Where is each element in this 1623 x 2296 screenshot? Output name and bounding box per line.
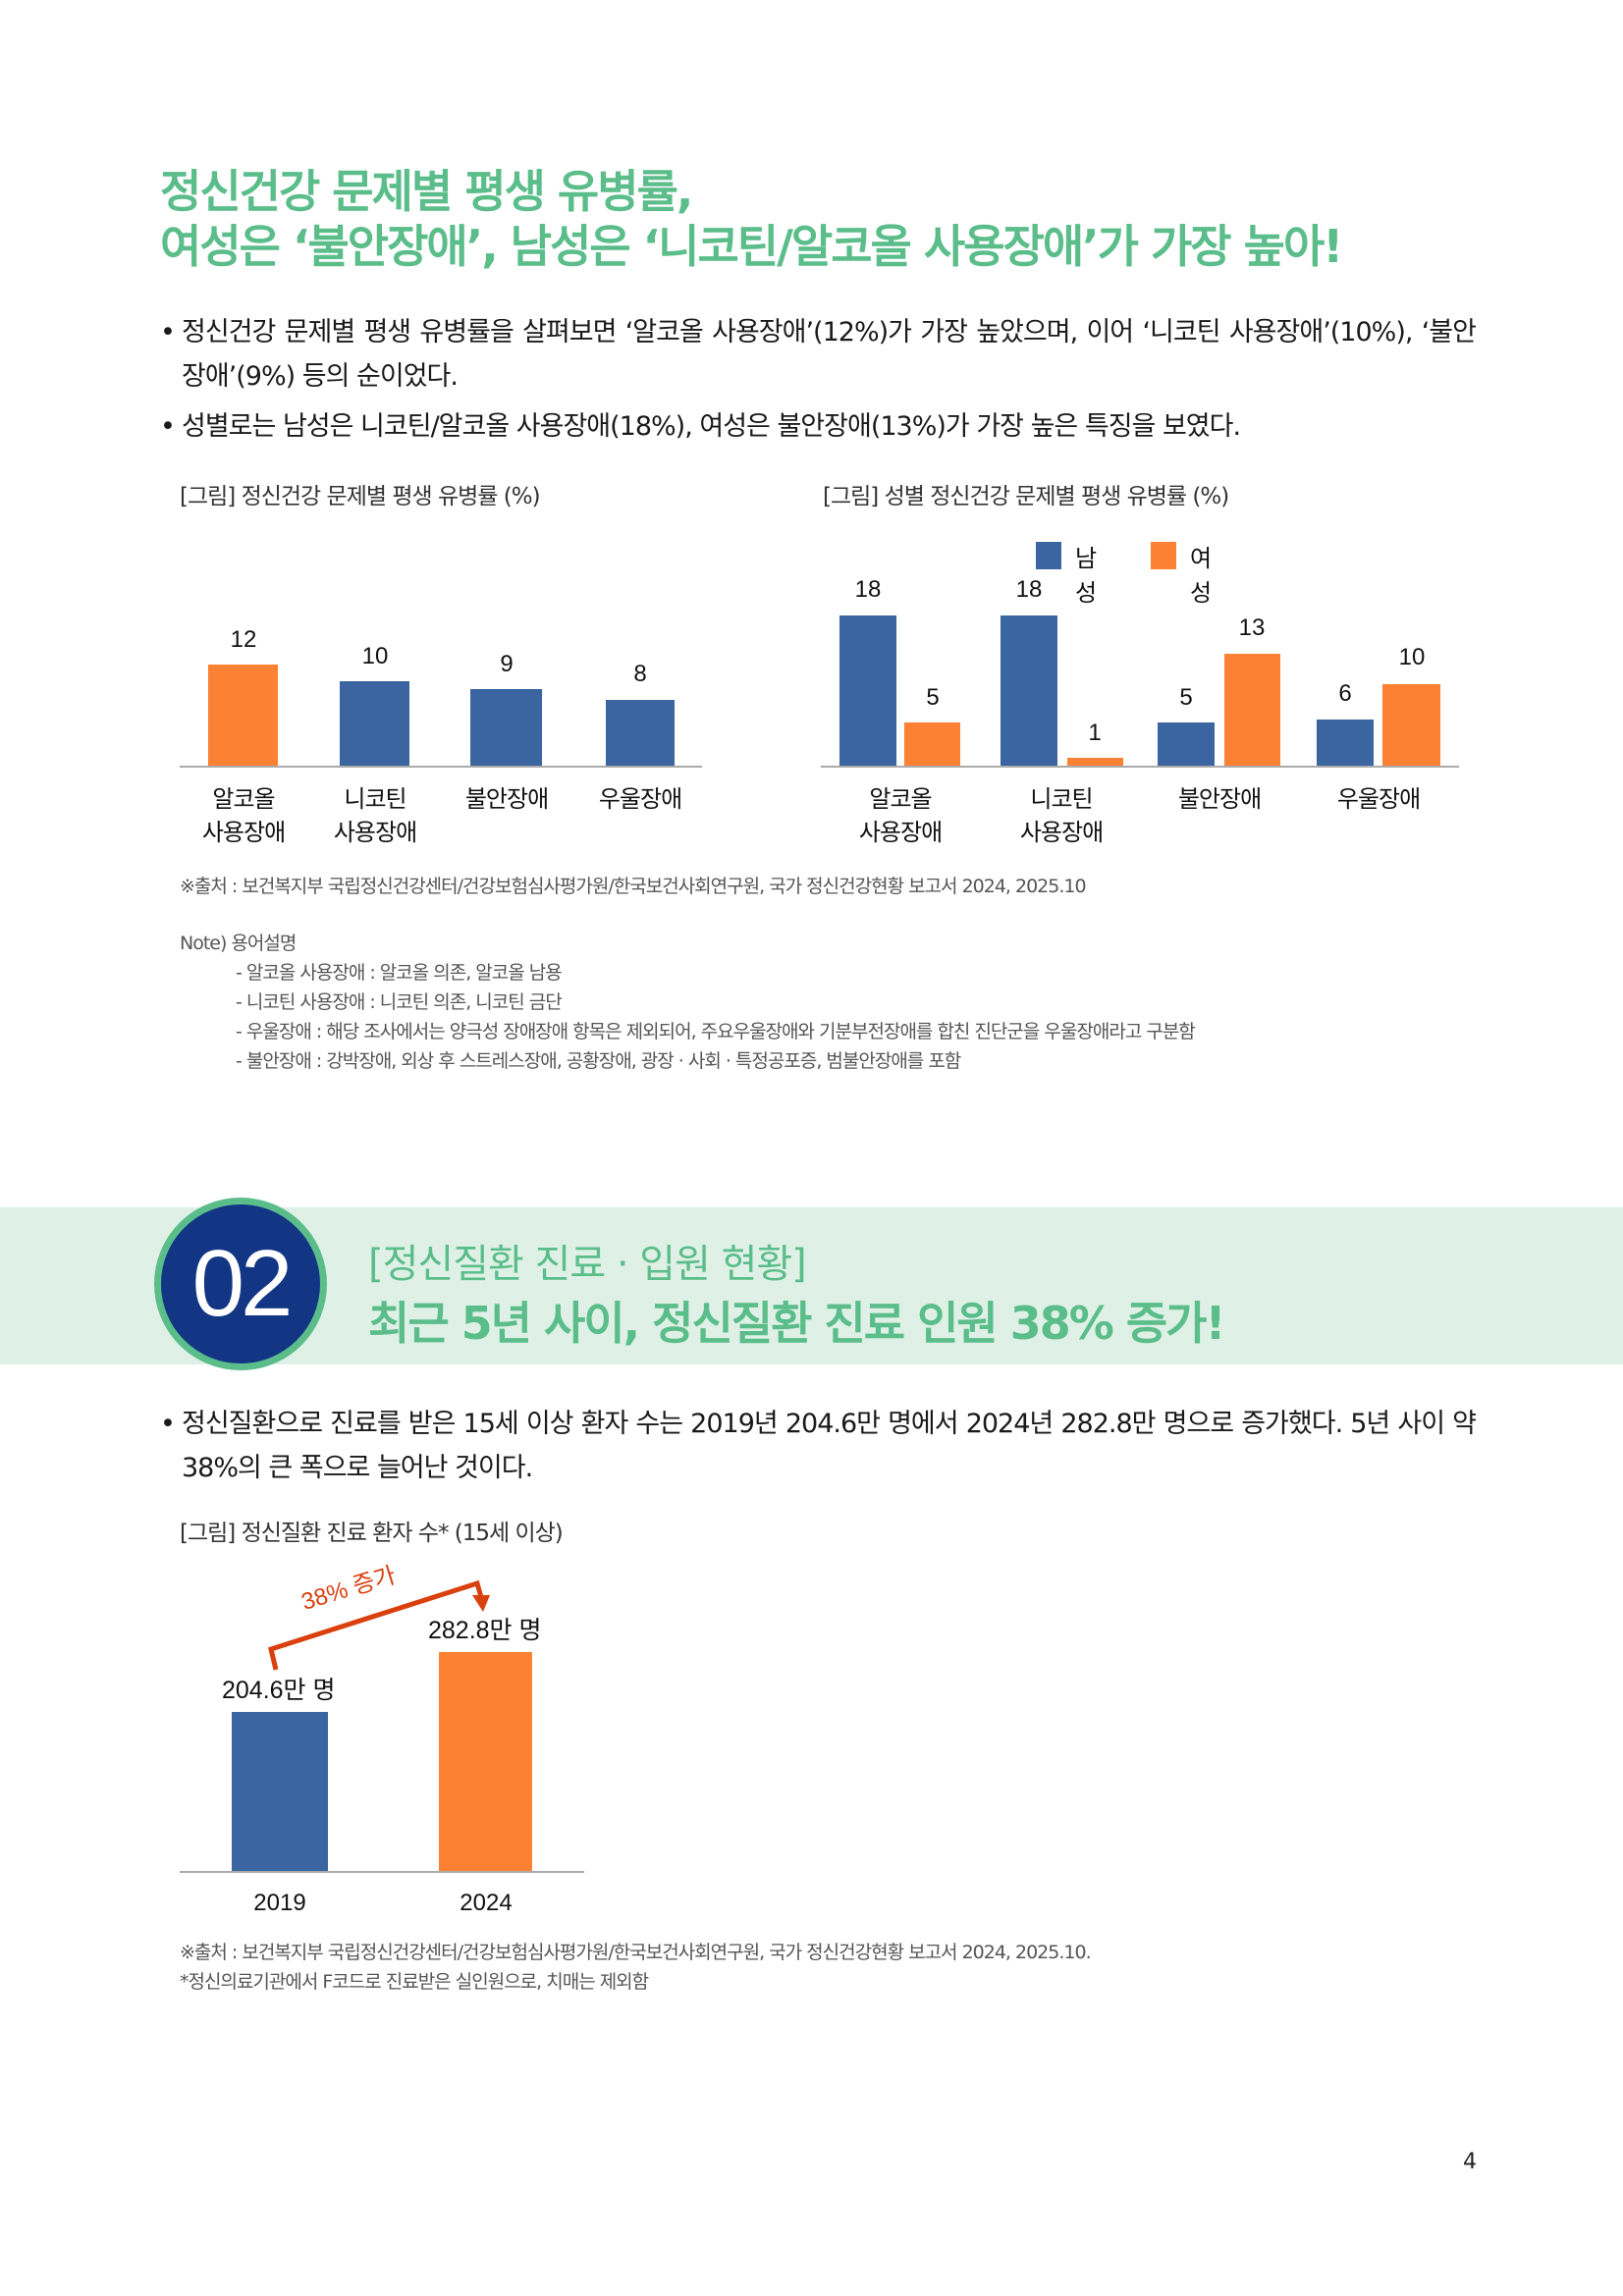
value-label: 18 bbox=[1015, 576, 1043, 603]
bullet-paragraph-2: • 성별로는 남성은 니코틴/알코올 사용장애(18%), 여성은 불안장애(1… bbox=[160, 404, 1476, 449]
headline-line-1: 정신건강 문제별 평생 유병률, bbox=[160, 165, 693, 218]
value-label: 6 bbox=[1338, 680, 1352, 707]
increase-arrow-icon bbox=[268, 1579, 490, 1671]
section-title: 최근 5년 사이, 정신질환 진료 인원 38% 증가! bbox=[368, 1297, 1225, 1350]
value-label: 282.8만 명 bbox=[428, 1617, 542, 1644]
value-label: 9 bbox=[500, 651, 514, 677]
category-label: 우울장애 bbox=[598, 785, 682, 813]
note-item: - 알코올 사용장애 : 알코올 의존, 알코올 남용 bbox=[236, 962, 563, 984]
notes-title: Note) 용어설명 bbox=[180, 933, 297, 954]
bar-2019 bbox=[232, 1712, 328, 1871]
bar-male-depression bbox=[1317, 720, 1374, 766]
legend-swatch-male bbox=[1036, 542, 1061, 569]
category-label: 우울장애 bbox=[1336, 785, 1421, 813]
value-label: 5 bbox=[1179, 684, 1193, 711]
bar-female-anxiety bbox=[1224, 654, 1280, 766]
legend-swatch-female bbox=[1151, 542, 1176, 569]
note-item: - 우울장애 : 해당 조사에서는 양극성 장애장애 항목은 제외되어, 주요우… bbox=[236, 1021, 1196, 1042]
value-label: 204.6만 명 bbox=[222, 1677, 336, 1704]
footnote: *정신의료기관에서 F코드로 진료받은 실인원으로, 치매는 제외함 bbox=[180, 1971, 649, 1993]
category-label: 알코올 사용장애 bbox=[201, 785, 286, 846]
legend-label-male: 남성 bbox=[1075, 545, 1098, 607]
value-label: 12 bbox=[230, 626, 257, 653]
bar-male-alcohol bbox=[839, 615, 896, 766]
value-label: 1 bbox=[1088, 720, 1102, 746]
source-note-1: ※출처 : 보건복지부 국립정신건강센터/건강보험심사평가원/한국보건사회연구원… bbox=[180, 876, 1087, 897]
category-label: 2024 bbox=[460, 1890, 513, 1916]
chart-title: [그림] 정신건강 문제별 평생 유병률 (%) bbox=[180, 484, 541, 509]
category-label: 2019 bbox=[253, 1890, 306, 1916]
page-number: 4 bbox=[1463, 2150, 1477, 2174]
bar-male-nicotine bbox=[1001, 615, 1057, 766]
category-label: 니코틴 사용장애 bbox=[1019, 785, 1104, 846]
chart-title: [그림] 정신질환 진료 환자 수* (15세 이상) bbox=[180, 1521, 564, 1546]
category-label: 알코올 사용장애 bbox=[858, 785, 943, 846]
value-label: 5 bbox=[926, 684, 940, 711]
bar-female-depression bbox=[1382, 684, 1440, 766]
section-subtitle: [정신질환 진료 · 입원 현황] bbox=[368, 1242, 807, 1287]
chart-title: [그림] 성별 정신건강 문제별 평생 유병률 (%) bbox=[823, 484, 1229, 509]
bar-2024 bbox=[439, 1652, 532, 1871]
bullet-paragraph-1: • 정신건강 문제별 평생 유병률을 살펴보면 ‘알코올 사용장애’(12%)가… bbox=[160, 310, 1477, 399]
source-note-2: ※출처 : 보건복지부 국립정신건강센터/건강보험심사평가원/한국보건사회연구원… bbox=[180, 1942, 1092, 1963]
x-axis-line bbox=[180, 766, 702, 768]
value-label: 10 bbox=[1398, 644, 1426, 670]
value-label: 8 bbox=[633, 661, 647, 687]
bar-female-nicotine bbox=[1067, 758, 1123, 766]
note-item: - 불안장애 : 강박장애, 외상 후 스트레스장애, 공황장애, 광장 · 사… bbox=[236, 1050, 961, 1072]
bullet-icon: • bbox=[160, 317, 176, 347]
value-label: 18 bbox=[854, 576, 882, 603]
headline-line-2: 여성은 ‘불안장애’, 남성은 ‘니코틴/알코올 사용장애’가 가장 높아! bbox=[160, 220, 1343, 273]
section-number-badge: 02 bbox=[154, 1198, 327, 1370]
bar-female-alcohol bbox=[904, 722, 960, 766]
bullet-icon: • bbox=[160, 411, 176, 442]
legend-label-female: 여성 bbox=[1190, 545, 1213, 607]
category-label: 니코틴 사용장애 bbox=[333, 785, 417, 846]
bar-depression bbox=[606, 700, 675, 766]
category-label: 불안장애 bbox=[1177, 785, 1262, 813]
bar-alcohol bbox=[208, 665, 278, 766]
x-axis-line bbox=[180, 1871, 584, 1873]
bullet-paragraph-3: • 정신질환으로 진료를 받은 15세 이상 환자 수는 2019년 204.6… bbox=[160, 1402, 1477, 1490]
value-label: 10 bbox=[361, 643, 389, 669]
x-axis-line bbox=[821, 766, 1459, 768]
bar-anxiety bbox=[470, 689, 542, 766]
value-label: 13 bbox=[1238, 614, 1266, 641]
category-label: 불안장애 bbox=[464, 785, 549, 813]
note-item: - 니코틴 사용장애 : 니코틴 의존, 니코틴 금단 bbox=[236, 991, 563, 1013]
bar-nicotine bbox=[340, 681, 409, 766]
bullet-icon: • bbox=[160, 1409, 176, 1439]
bar-male-anxiety bbox=[1158, 722, 1215, 766]
